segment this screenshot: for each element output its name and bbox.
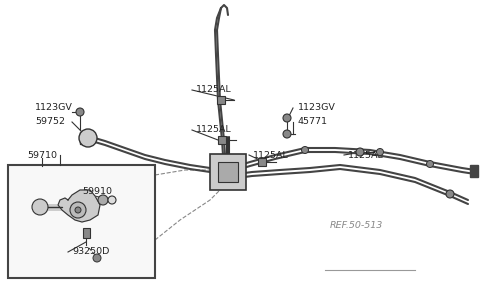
Text: 1125AL: 1125AL bbox=[348, 150, 384, 159]
Text: 1125AL: 1125AL bbox=[253, 150, 289, 159]
Text: 1123GV: 1123GV bbox=[298, 103, 336, 113]
Circle shape bbox=[108, 196, 116, 204]
Bar bbox=[210, 154, 246, 190]
Circle shape bbox=[98, 195, 108, 205]
Text: 59910: 59910 bbox=[82, 187, 112, 196]
Circle shape bbox=[70, 202, 86, 218]
Text: 45771: 45771 bbox=[298, 117, 328, 126]
Circle shape bbox=[283, 130, 291, 138]
Circle shape bbox=[356, 148, 364, 156]
Circle shape bbox=[446, 190, 454, 198]
Text: 59752: 59752 bbox=[35, 117, 65, 126]
Bar bbox=[8, 165, 155, 278]
Text: 59710: 59710 bbox=[27, 150, 57, 159]
Circle shape bbox=[427, 161, 433, 167]
Circle shape bbox=[301, 147, 309, 153]
Bar bbox=[217, 96, 225, 104]
Text: 1123GV: 1123GV bbox=[35, 103, 73, 113]
Bar bbox=[218, 162, 238, 182]
Text: 93250D: 93250D bbox=[72, 248, 109, 257]
Bar bbox=[258, 158, 266, 166]
Circle shape bbox=[76, 108, 84, 116]
Bar bbox=[218, 136, 226, 144]
Bar bbox=[80, 132, 92, 144]
Circle shape bbox=[32, 199, 48, 215]
Circle shape bbox=[93, 254, 101, 262]
Circle shape bbox=[75, 207, 81, 213]
Circle shape bbox=[376, 148, 384, 156]
Circle shape bbox=[283, 114, 291, 122]
Text: 1125AL: 1125AL bbox=[196, 86, 232, 94]
Text: 1125AL: 1125AL bbox=[196, 125, 232, 134]
Polygon shape bbox=[58, 190, 100, 222]
Bar bbox=[470, 165, 478, 177]
Text: REF.50-513: REF.50-513 bbox=[330, 221, 383, 229]
Bar bbox=[83, 228, 90, 238]
Circle shape bbox=[79, 129, 97, 147]
